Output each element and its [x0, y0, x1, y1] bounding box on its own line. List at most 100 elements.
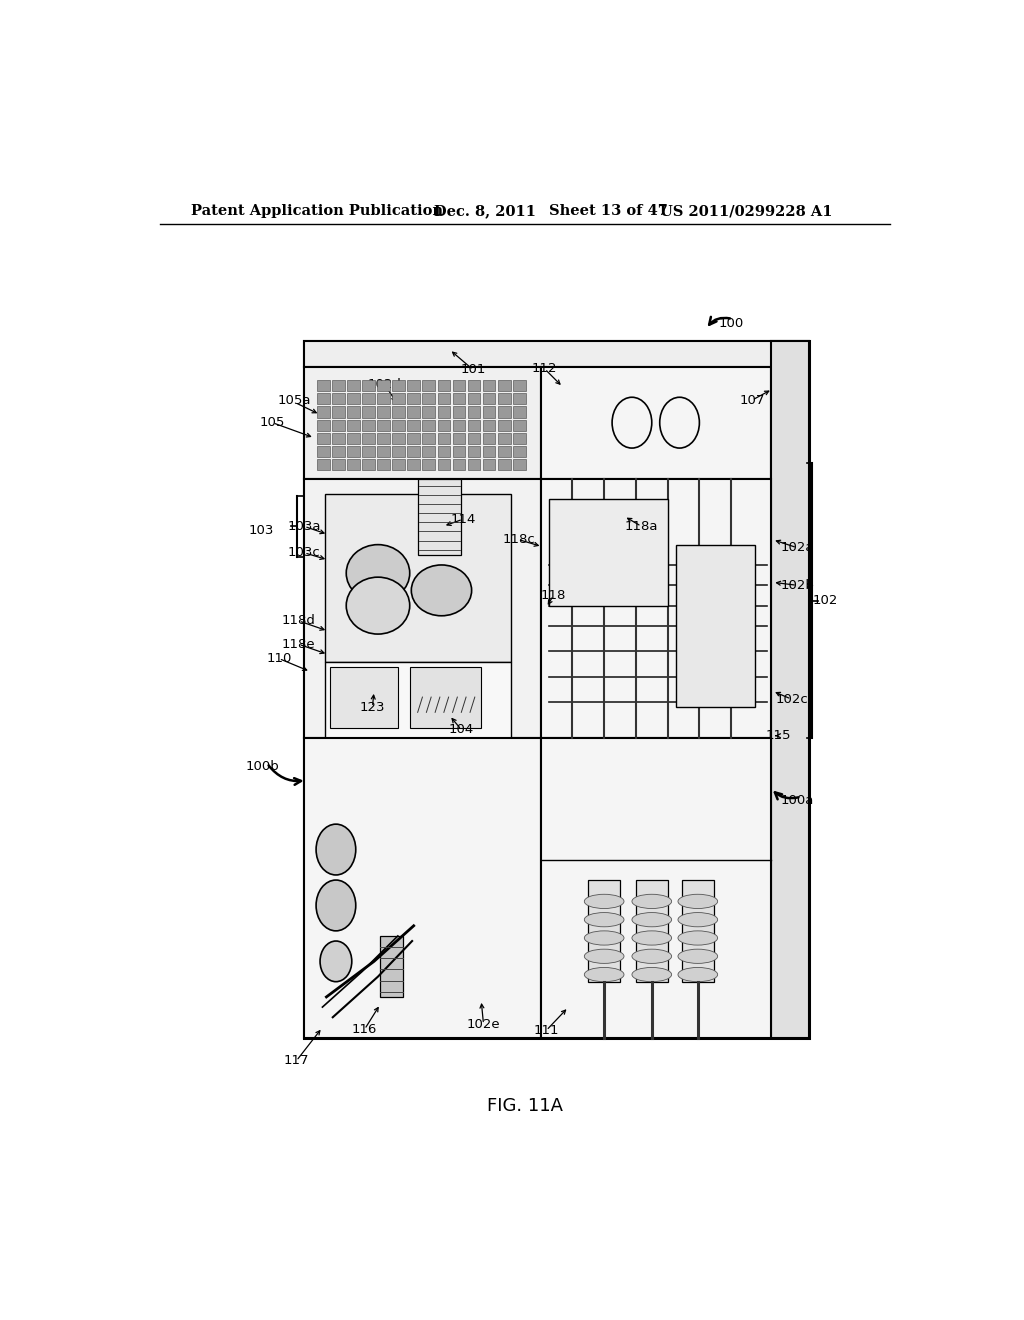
Bar: [392, 459, 404, 470]
Text: 103c: 103c: [288, 546, 321, 560]
Text: 118c: 118c: [502, 533, 535, 546]
Text: 114: 114: [451, 512, 475, 525]
Bar: [325, 494, 511, 661]
Bar: [423, 433, 435, 444]
Text: 118a: 118a: [625, 520, 658, 533]
Bar: [498, 407, 511, 417]
Bar: [347, 420, 359, 430]
Bar: [304, 479, 541, 738]
Bar: [332, 433, 345, 444]
Text: 102b: 102b: [780, 578, 814, 591]
Bar: [468, 459, 480, 470]
Text: 115: 115: [766, 729, 792, 742]
Text: 104: 104: [449, 723, 474, 737]
Text: 110: 110: [266, 652, 292, 665]
Text: 112: 112: [531, 362, 557, 375]
Ellipse shape: [678, 968, 718, 982]
Bar: [362, 380, 375, 391]
Bar: [304, 342, 809, 367]
Bar: [408, 420, 420, 430]
Bar: [588, 880, 621, 982]
Bar: [362, 446, 375, 457]
Bar: [408, 459, 420, 470]
Bar: [437, 420, 451, 430]
Bar: [437, 393, 451, 404]
Bar: [392, 393, 404, 404]
Bar: [498, 420, 511, 430]
Bar: [332, 420, 345, 430]
Bar: [453, 407, 465, 417]
Bar: [392, 420, 404, 430]
Text: 102d: 102d: [368, 378, 401, 391]
Bar: [325, 661, 511, 738]
Bar: [316, 380, 330, 391]
Text: 103a: 103a: [288, 520, 321, 533]
Ellipse shape: [346, 577, 410, 634]
Ellipse shape: [585, 949, 624, 964]
Ellipse shape: [632, 894, 672, 908]
Bar: [771, 342, 809, 1038]
Bar: [377, 433, 390, 444]
Bar: [468, 433, 480, 444]
Text: 103: 103: [249, 524, 274, 537]
Bar: [468, 446, 480, 457]
Ellipse shape: [585, 912, 624, 927]
Bar: [453, 393, 465, 404]
Bar: [392, 380, 404, 391]
Bar: [332, 380, 345, 391]
Text: 107: 107: [739, 393, 765, 407]
Bar: [468, 380, 480, 391]
Bar: [410, 667, 481, 727]
Bar: [498, 446, 511, 457]
Bar: [482, 459, 496, 470]
Bar: [453, 459, 465, 470]
Bar: [676, 545, 755, 708]
Ellipse shape: [585, 968, 624, 982]
Bar: [377, 459, 390, 470]
Bar: [513, 380, 525, 391]
Text: 102e: 102e: [467, 1018, 501, 1031]
Bar: [453, 446, 465, 457]
Bar: [437, 459, 451, 470]
Ellipse shape: [632, 949, 672, 964]
Bar: [498, 380, 511, 391]
Ellipse shape: [678, 912, 718, 927]
Circle shape: [316, 880, 355, 931]
Bar: [316, 459, 330, 470]
Circle shape: [321, 941, 352, 982]
Bar: [316, 407, 330, 417]
Bar: [316, 433, 330, 444]
Bar: [513, 407, 525, 417]
Bar: [347, 393, 359, 404]
Bar: [423, 459, 435, 470]
Ellipse shape: [412, 565, 472, 615]
Bar: [392, 407, 404, 417]
Bar: [362, 459, 375, 470]
Text: 102c: 102c: [775, 693, 808, 706]
Bar: [377, 380, 390, 391]
Bar: [468, 407, 480, 417]
Bar: [316, 446, 330, 457]
Bar: [377, 446, 390, 457]
Ellipse shape: [678, 894, 718, 908]
Text: 105a: 105a: [278, 393, 311, 407]
Bar: [418, 479, 461, 554]
Bar: [377, 393, 390, 404]
Ellipse shape: [585, 931, 624, 945]
Bar: [453, 433, 465, 444]
Bar: [377, 407, 390, 417]
Bar: [541, 479, 771, 738]
Bar: [316, 420, 330, 430]
Bar: [549, 499, 668, 606]
Text: 102: 102: [812, 594, 838, 607]
Bar: [423, 380, 435, 391]
Bar: [423, 420, 435, 430]
Bar: [636, 880, 668, 982]
Bar: [408, 380, 420, 391]
Bar: [332, 407, 345, 417]
Text: 102a: 102a: [780, 541, 814, 554]
Bar: [513, 459, 525, 470]
Bar: [682, 880, 714, 982]
Bar: [513, 420, 525, 430]
Bar: [437, 433, 451, 444]
